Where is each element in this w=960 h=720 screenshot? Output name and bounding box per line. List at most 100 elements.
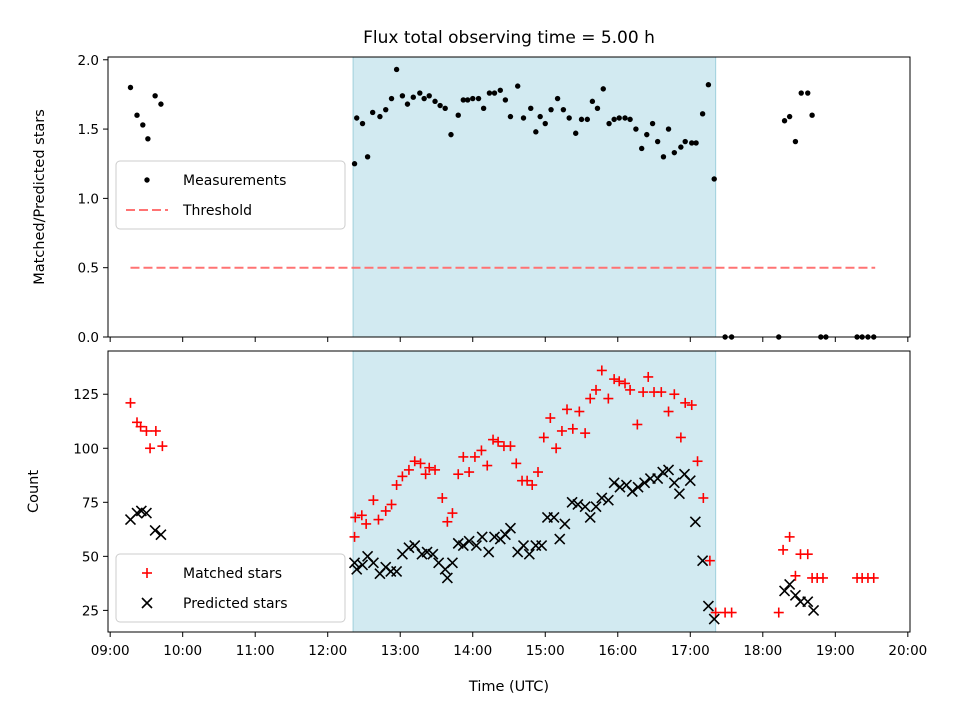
predicted-star-point [662,464,675,476]
matched-star-point [585,393,596,404]
measurement-point [533,129,539,135]
legend-entry: Threshold [126,203,252,219]
matched-star-point [669,389,680,400]
legend-marker [142,568,152,578]
matched-star-point [145,443,156,454]
matched-star-point [638,387,649,398]
measurement-point [589,98,596,105]
predicted-star-point [579,501,591,513]
predicted-star-point [548,511,560,524]
matched-star-point [409,456,420,467]
legend-box [115,160,346,230]
matched-star-point [391,480,402,491]
matched-star-point [632,419,643,430]
measurement-point [711,176,717,182]
legend-label: Measurements [183,173,286,189]
measurement-point [145,136,151,142]
predicted-star-point [517,539,530,552]
matched-star-point [778,544,789,555]
measurement-point [502,97,509,103]
measurement-point [369,109,376,116]
matched-star-point [493,436,504,447]
matched-star-point [710,607,721,618]
predicted-star-point [504,522,517,534]
legend-marker [144,177,150,183]
y-axis-label: Count [26,470,42,513]
measurement-point [455,112,461,118]
measurement-point [573,130,579,136]
predicted-star-point [499,529,511,541]
measurement-point [383,106,389,113]
measurement-point [388,95,395,102]
measurement-point [805,90,811,96]
predicted-star-point [789,589,801,601]
predicted-star-point [427,548,439,560]
matched-star-point [447,508,458,519]
matched-star-point [135,421,146,432]
matched-star-point [686,400,697,411]
measurement-point [140,122,146,128]
plot-frame [107,350,911,633]
x-tick-label: 19:00 [816,643,855,659]
measurement-point [693,140,699,146]
x-tick-label: 13:00 [381,643,420,659]
measurement-point [689,140,695,146]
matched-star-point [150,425,161,436]
predicted-star-point [584,511,596,524]
measurement-point [578,116,585,123]
predicted-star-point [778,585,791,597]
y-tick-label: 1.5 [78,122,99,138]
matched-star-point [386,499,397,510]
legend-entry: Measurements [144,173,286,189]
predicted-star-point [149,524,161,536]
matched-star-point [538,432,549,443]
legend-box [115,553,346,623]
measurement-point [644,131,650,138]
measurement-point [638,145,645,152]
measurement-point [404,101,411,107]
measurement-point [475,95,482,102]
measurement-point [554,95,561,102]
matched-star-point [692,456,703,467]
matched-star-point [430,464,441,475]
legend-entry: Predicted stars [141,596,288,612]
matched-star-point [356,510,367,521]
measurement-point [480,105,487,111]
matched-star-point [545,413,556,424]
predicted-star-point [802,596,814,608]
matched-star-point [420,469,431,480]
matched-star-point [790,570,801,581]
y-tick-label: 25 [82,603,99,619]
x-tick-label: 18:00 [743,643,782,659]
matched-star-point [511,458,522,469]
matched-star-point [551,443,562,454]
x-tick-label: 16:00 [598,643,637,659]
measurement-point [786,113,793,120]
predicted-star-point [559,518,571,530]
matched-star-point [643,371,654,382]
legend: Measurements Threshold [115,160,346,230]
predicted-star-point [639,477,651,489]
x-tick-label: 20:00 [888,643,927,659]
predicted-star-point [626,485,638,498]
predicted-star-point [446,557,459,569]
matched-star-point [125,397,136,408]
measurement-point [654,138,661,145]
x-tick-label: 12:00 [308,643,347,659]
matched-star-point [403,464,414,475]
measurement-point [566,115,572,121]
y-axis-label: Matched/Predicted stars [32,109,48,285]
predicted-star-point [356,559,369,571]
x-tick-label: 17:00 [671,643,710,659]
legend-label: Threshold [182,203,252,219]
predicted-star-point [590,501,602,513]
measurement-point [448,131,454,138]
predicted-star-point [470,539,482,552]
matched-star-point [522,475,533,486]
matched-star-point [527,480,538,491]
predicted-star-point [689,516,701,528]
measurement-point [560,106,567,113]
measurement-point [442,105,448,111]
plot-frame [107,56,911,338]
top-panel-plot: 0.0 0.5 1.0 1.5 2.0 Matched/Predicted stars Me… [32,53,911,346]
